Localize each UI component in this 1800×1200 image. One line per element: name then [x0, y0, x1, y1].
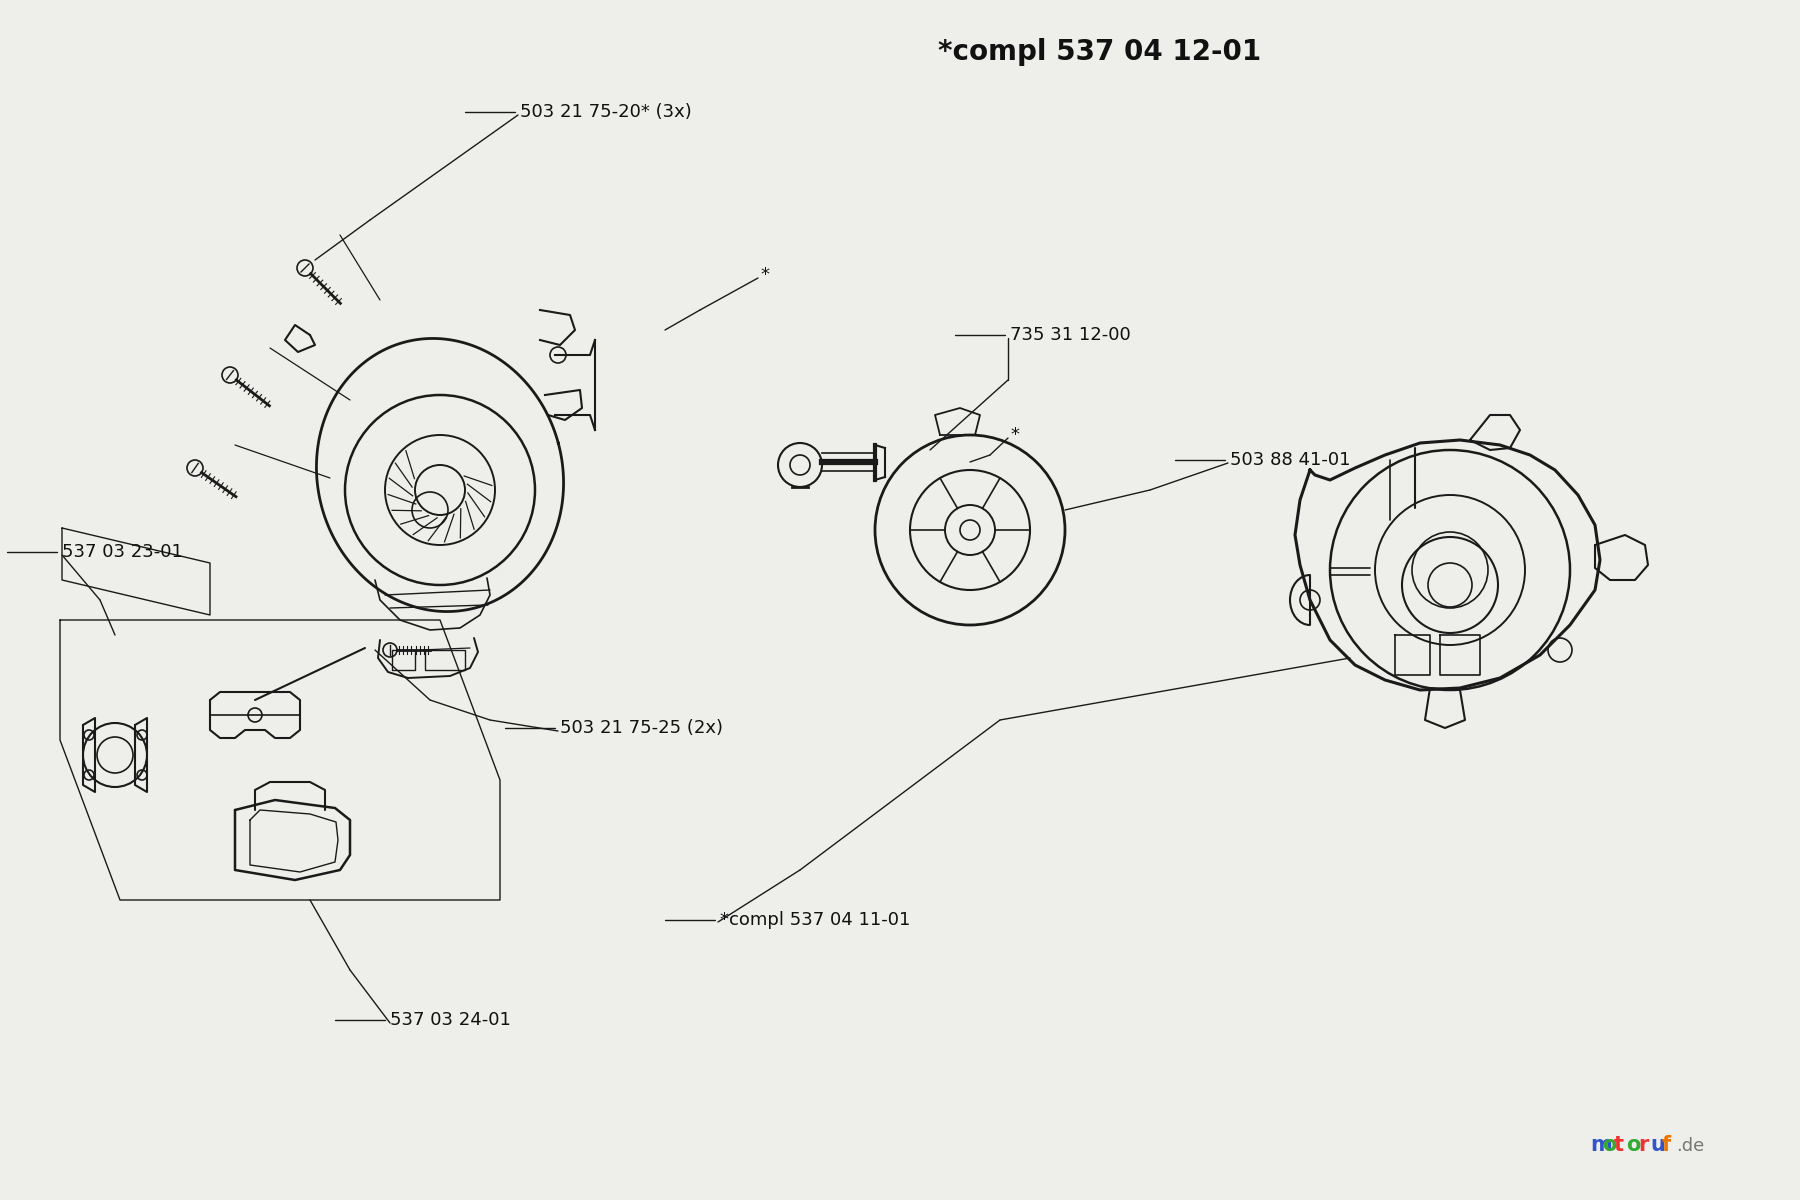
- Text: *: *: [1010, 426, 1019, 444]
- Text: f: f: [1661, 1135, 1670, 1154]
- Text: 503 21 75-25 (2x): 503 21 75-25 (2x): [560, 719, 724, 737]
- Text: 503 88 41-01: 503 88 41-01: [1229, 451, 1350, 469]
- Text: o: o: [1602, 1135, 1616, 1154]
- Text: m: m: [1589, 1135, 1611, 1154]
- Text: 537 03 24-01: 537 03 24-01: [391, 1010, 511, 1028]
- Text: t: t: [1615, 1135, 1624, 1154]
- Text: o: o: [1625, 1135, 1640, 1154]
- Text: *compl 537 04 11-01: *compl 537 04 11-01: [720, 911, 911, 929]
- Text: *: *: [760, 266, 769, 284]
- Text: 503 21 75-20* (3x): 503 21 75-20* (3x): [520, 103, 691, 121]
- Text: r: r: [1638, 1135, 1649, 1154]
- Text: *compl 537 04 12-01: *compl 537 04 12-01: [938, 38, 1262, 66]
- Text: .de: .de: [1676, 1138, 1705, 1154]
- Text: 537 03 23-01: 537 03 23-01: [61, 542, 184, 560]
- Text: 735 31 12-00: 735 31 12-00: [1010, 326, 1130, 344]
- Text: u: u: [1651, 1135, 1665, 1154]
